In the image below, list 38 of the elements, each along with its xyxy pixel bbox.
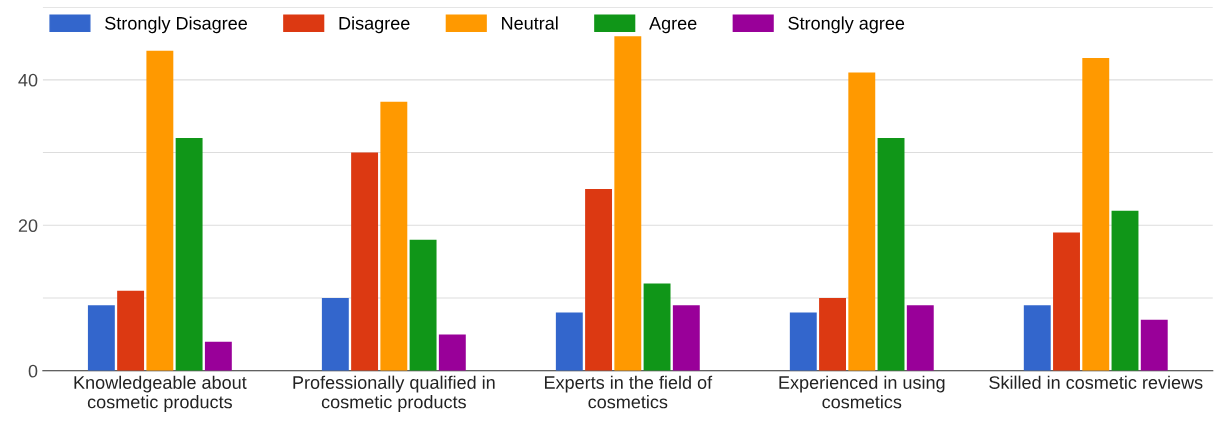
bar bbox=[672, 305, 700, 371]
bar bbox=[614, 36, 642, 371]
legend-label: Agree bbox=[649, 17, 697, 34]
bar bbox=[204, 341, 232, 371]
bar bbox=[1053, 232, 1080, 371]
bar bbox=[146, 50, 174, 371]
bar bbox=[906, 305, 934, 371]
bar bbox=[819, 298, 846, 371]
bar bbox=[321, 298, 349, 371]
y-tick-label: 40 bbox=[18, 73, 38, 87]
bar bbox=[848, 72, 876, 371]
legend-label: Neutral bbox=[502, 16, 558, 30]
bar bbox=[1140, 319, 1168, 371]
x-tick-label: Professionally qualified in cosmetic products bbox=[293, 375, 495, 412]
bar bbox=[789, 312, 817, 371]
bar bbox=[1023, 305, 1051, 371]
bar bbox=[1082, 58, 1110, 371]
bar bbox=[1111, 210, 1139, 371]
x-tick-label: Knowledgeable about cosmetic products bbox=[74, 375, 247, 412]
bar bbox=[438, 334, 466, 371]
y-tick-label: 20 bbox=[18, 219, 38, 233]
legend-label: Disagree bbox=[339, 16, 410, 34]
bar bbox=[351, 152, 379, 371]
bar bbox=[585, 188, 613, 371]
bar bbox=[409, 239, 437, 371]
legend-label: Strongly agree bbox=[788, 16, 905, 34]
bar bbox=[175, 138, 203, 371]
bar bbox=[87, 305, 115, 371]
x-tick-label: Experienced in using cosmetics bbox=[779, 375, 945, 409]
bar bbox=[380, 101, 408, 371]
bar bbox=[555, 312, 583, 371]
bar bbox=[643, 283, 671, 371]
legend-label: Strongly Disagree bbox=[105, 16, 247, 34]
x-tick-label: Experts in the field of cosmetics bbox=[544, 375, 713, 409]
x-tick-label: Skilled in cosmetic reviews bbox=[989, 375, 1203, 389]
y-tick-label: 0 bbox=[28, 364, 38, 378]
bar bbox=[877, 138, 905, 371]
bar bbox=[117, 290, 145, 371]
